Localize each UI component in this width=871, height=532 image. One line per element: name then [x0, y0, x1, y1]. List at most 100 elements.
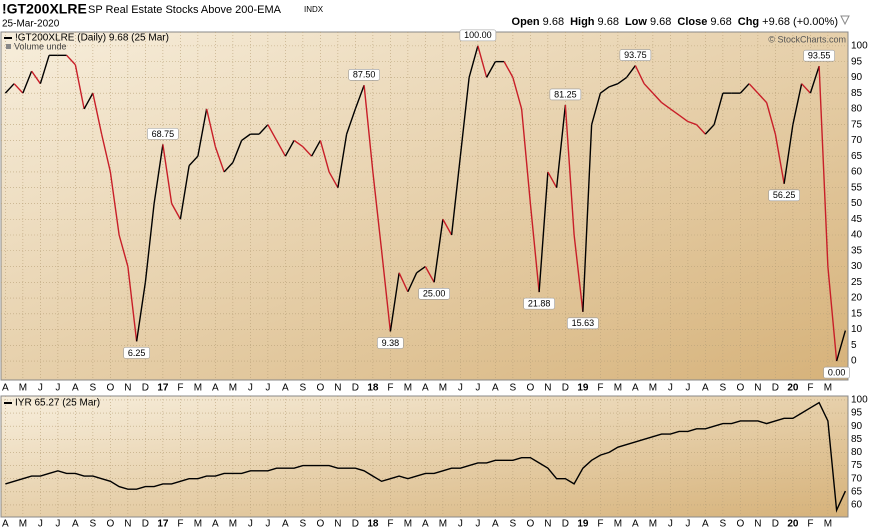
line-segment	[696, 124, 706, 135]
line-segment	[118, 234, 129, 267]
line-segment	[739, 83, 750, 94]
data-label: 93.75	[624, 50, 647, 60]
line-segment	[678, 114, 689, 123]
line-segment	[337, 134, 348, 188]
quote-label: Chg	[738, 16, 759, 28]
x-tick-label: J	[265, 383, 270, 394]
line-segment	[267, 124, 278, 141]
label-box	[823, 366, 850, 379]
y-tick-label: 100	[851, 395, 868, 406]
line-segment	[223, 162, 234, 173]
plot-layer: 0 5 10 15 20 25 30 35 40 45 50 55 60 65 70 75 80 85 90 95 10…	[1, 29, 868, 530]
line-segment	[13, 83, 24, 94]
y-tick-label: 75	[851, 119, 863, 130]
x-tick-label: A	[2, 383, 9, 394]
y-tick-label: 80	[851, 447, 863, 458]
line-segment	[818, 66, 829, 267]
quote-value: +9.68 (+0.00%)	[762, 16, 838, 28]
label-box	[418, 287, 450, 300]
x-tick-label: M	[824, 383, 832, 394]
line-segment	[608, 83, 619, 88]
line-segment	[31, 70, 41, 85]
line-segment	[792, 83, 803, 125]
x-tick-label: J	[475, 519, 480, 530]
line-segment	[424, 266, 435, 283]
x-tick-label: J	[668, 519, 673, 530]
data-label: 6.25	[128, 348, 146, 358]
x-tick-label: A	[212, 519, 219, 530]
x-tick-label: M	[194, 519, 202, 530]
x-tick-label: A	[282, 519, 289, 530]
line-segment	[100, 133, 112, 173]
legend: IYR 65.27 (25 Mar)	[15, 398, 100, 409]
data-label: 0.00	[828, 367, 846, 377]
line-segment	[302, 146, 313, 157]
data-label: 93.55	[808, 51, 831, 61]
x-tick-label: 18	[367, 519, 379, 530]
x-tick-label: A	[282, 383, 289, 394]
menu-icon[interactable]	[840, 15, 850, 26]
line-segment	[477, 45, 488, 78]
x-tick-label: S	[720, 383, 727, 394]
line-segment	[109, 171, 120, 236]
line-segment	[713, 92, 724, 125]
volume-icon	[6, 44, 11, 49]
x-tick-label: M	[229, 519, 237, 530]
line-segment	[345, 108, 357, 135]
x-tick-label: F	[177, 383, 183, 394]
y-tick-label: 55	[851, 182, 863, 193]
exchange: INDX	[304, 5, 324, 14]
x-tick-label: S	[90, 519, 97, 530]
symbol: !GT200XLRE	[2, 1, 87, 17]
line-segment	[171, 203, 181, 220]
line-segment	[284, 140, 295, 157]
y-tick-label: 5	[851, 340, 857, 351]
line-segment	[661, 102, 671, 110]
line-segment	[643, 83, 654, 94]
x-tick-label: F	[177, 519, 183, 530]
line-segment	[407, 272, 418, 293]
x-tick-label: 17	[157, 383, 169, 394]
line-segment	[127, 266, 138, 342]
x-tick-label: J	[668, 383, 673, 394]
label-box	[549, 88, 582, 101]
line-segment	[144, 203, 155, 283]
line-segment	[582, 124, 593, 312]
x-tick-label: J	[248, 519, 253, 530]
line-segment	[634, 65, 645, 84]
y-tick-label: 90	[851, 421, 863, 432]
x-tick-label: S	[510, 519, 517, 530]
label-box	[123, 347, 150, 359]
label-box	[768, 189, 800, 202]
data-label: 100.00	[464, 30, 492, 40]
line-segment	[486, 61, 496, 78]
x-tick-label: F	[387, 519, 393, 530]
x-tick-label: D	[142, 519, 149, 530]
x-tick-label: D	[772, 383, 779, 394]
label-box	[619, 49, 652, 61]
line-segment	[205, 108, 217, 147]
x-tick-label: A	[702, 519, 709, 530]
y-tick-label: 80	[851, 104, 863, 115]
y-tick-label: 20	[851, 293, 863, 304]
x-tick-label: O	[526, 519, 534, 530]
x-tick-label: J	[248, 383, 253, 394]
x-tick-label: M	[404, 519, 412, 530]
line-segment	[398, 272, 409, 293]
x-tick-label: 20	[787, 519, 799, 530]
x-tick-label: J	[38, 383, 43, 394]
data-label: 68.75	[152, 129, 175, 139]
y-tick-label: 70	[851, 473, 863, 484]
x-tick-label: 19	[577, 519, 589, 530]
quote-value: 9.68	[650, 16, 671, 28]
line-segment	[555, 104, 567, 188]
label-box	[803, 49, 835, 62]
line-segment	[748, 83, 759, 94]
x-tick-label: M	[824, 519, 832, 530]
y-tick-label: 65	[851, 151, 863, 162]
label-box	[567, 317, 599, 330]
x-tick-label: 19	[577, 383, 589, 394]
line-segment	[276, 140, 286, 157]
line-segment	[363, 85, 374, 173]
x-tick-label: S	[90, 383, 97, 394]
